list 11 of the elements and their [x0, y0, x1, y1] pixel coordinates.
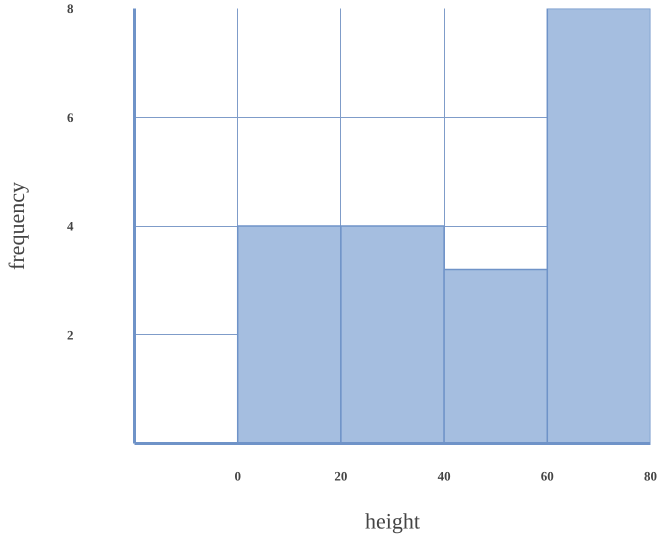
y-tick-label: 6 [67, 110, 74, 125]
x-tick-label: 60 [540, 468, 554, 484]
x-axis-title: height [365, 508, 420, 534]
y-tick-label: 8 [67, 1, 74, 16]
x-tick-label: 0 [234, 468, 241, 484]
y-axis-title: frequency [4, 182, 29, 270]
y-tick-label: 4 [67, 218, 74, 234]
x-tick-label: 20 [334, 468, 348, 484]
x-tick-label: 40 [438, 468, 451, 484]
x-tick-label: 80 [644, 468, 657, 484]
y-tick-label: 2 [67, 327, 74, 342]
